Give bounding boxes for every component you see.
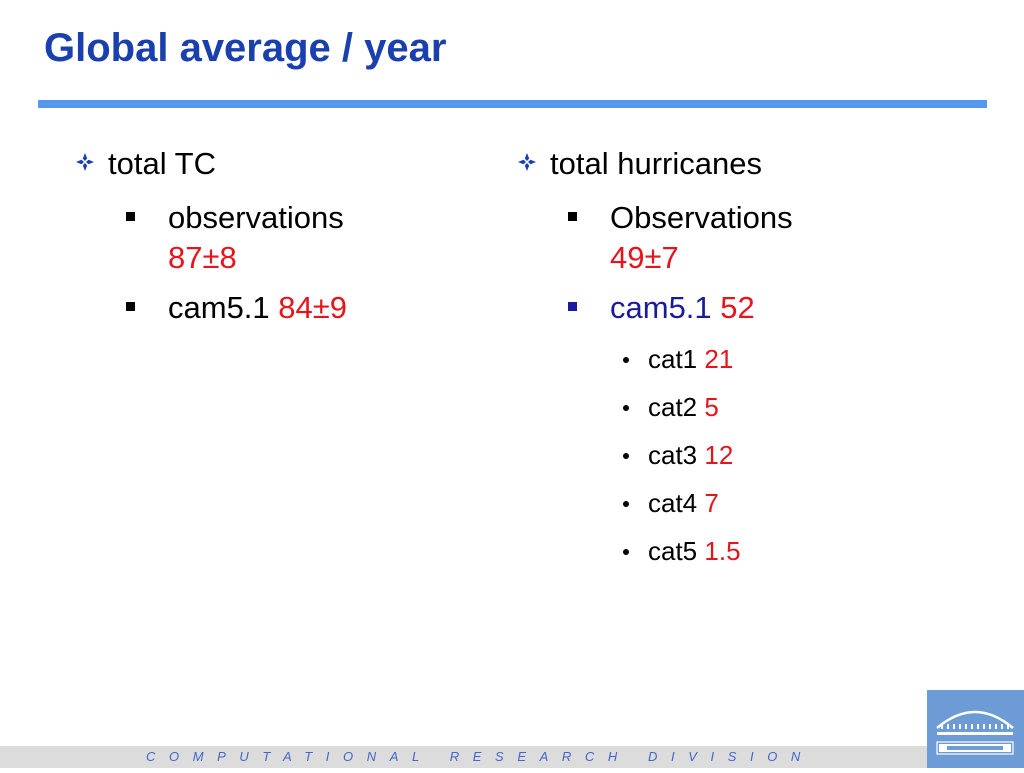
heading-total-hurricanes: total hurricanes (516, 140, 936, 188)
heading-label: total TC (108, 146, 216, 181)
item-value: 84±9 (278, 290, 348, 325)
item-cam51: cam5.1 52 (516, 288, 936, 328)
item-cam51: cam5.1 84±9 (74, 288, 474, 328)
footer-text: COMPUTATIONAL RESEARCH DIVISION (146, 749, 814, 764)
category-value: 12 (704, 440, 734, 470)
square-bullet-icon (568, 302, 577, 311)
item-label: cam5.1 (168, 290, 270, 325)
dot-bullet-icon (623, 501, 629, 507)
footer-bar (0, 746, 1024, 768)
dot-bullet-icon (623, 405, 629, 411)
category-label: cat5 (648, 536, 698, 566)
category-value: 1.5 (704, 536, 741, 566)
berkeley-lab-logo (927, 690, 1024, 768)
dot-bullet-icon (623, 357, 629, 363)
item-label: Observations (610, 200, 793, 235)
category-item-cat4: cat4 7 (516, 486, 936, 520)
category-value: 5 (704, 392, 719, 422)
dot-bullet-icon (623, 549, 629, 555)
title-rule (38, 100, 987, 108)
item-observations: observations 87±8 (74, 198, 474, 278)
heading-label: total hurricanes (550, 146, 762, 181)
category-label: cat1 (648, 344, 698, 374)
category-label: cat4 (648, 488, 698, 518)
dot-bullet-icon (623, 453, 629, 459)
square-bullet-icon (568, 212, 577, 221)
heading-total-tc: total TC (74, 140, 474, 188)
square-bullet-icon (126, 212, 135, 221)
category-label: cat3 (648, 440, 698, 470)
square-bullet-icon (126, 302, 135, 311)
item-value: 87±8 (168, 240, 237, 275)
category-item-cat5: cat5 1.5 (516, 534, 936, 568)
item-label: cam5.1 (610, 290, 712, 325)
category-value: 7 (704, 488, 719, 518)
item-observations: Observations 49±7 (516, 198, 936, 278)
category-item-cat1: cat1 21 (516, 342, 936, 376)
diamond-bullet-icon (518, 153, 536, 171)
slide-title: Global average / year (44, 26, 447, 70)
item-label: observations (168, 200, 344, 235)
right-column: total hurricanes Observations 49±7 cam5.… (516, 140, 936, 568)
category-item-cat2: cat2 5 (516, 390, 936, 424)
category-label: cat2 (648, 392, 698, 422)
category-item-cat3: cat3 12 (516, 438, 936, 472)
item-value: 52 (720, 290, 755, 325)
left-column: total TC observations 87±8 cam5.1 84±9 (74, 140, 474, 328)
item-value: 49±7 (610, 240, 679, 275)
berkeley-lab-logo-icon (936, 710, 1014, 755)
diamond-bullet-icon (76, 153, 94, 171)
category-value: 21 (704, 344, 734, 374)
